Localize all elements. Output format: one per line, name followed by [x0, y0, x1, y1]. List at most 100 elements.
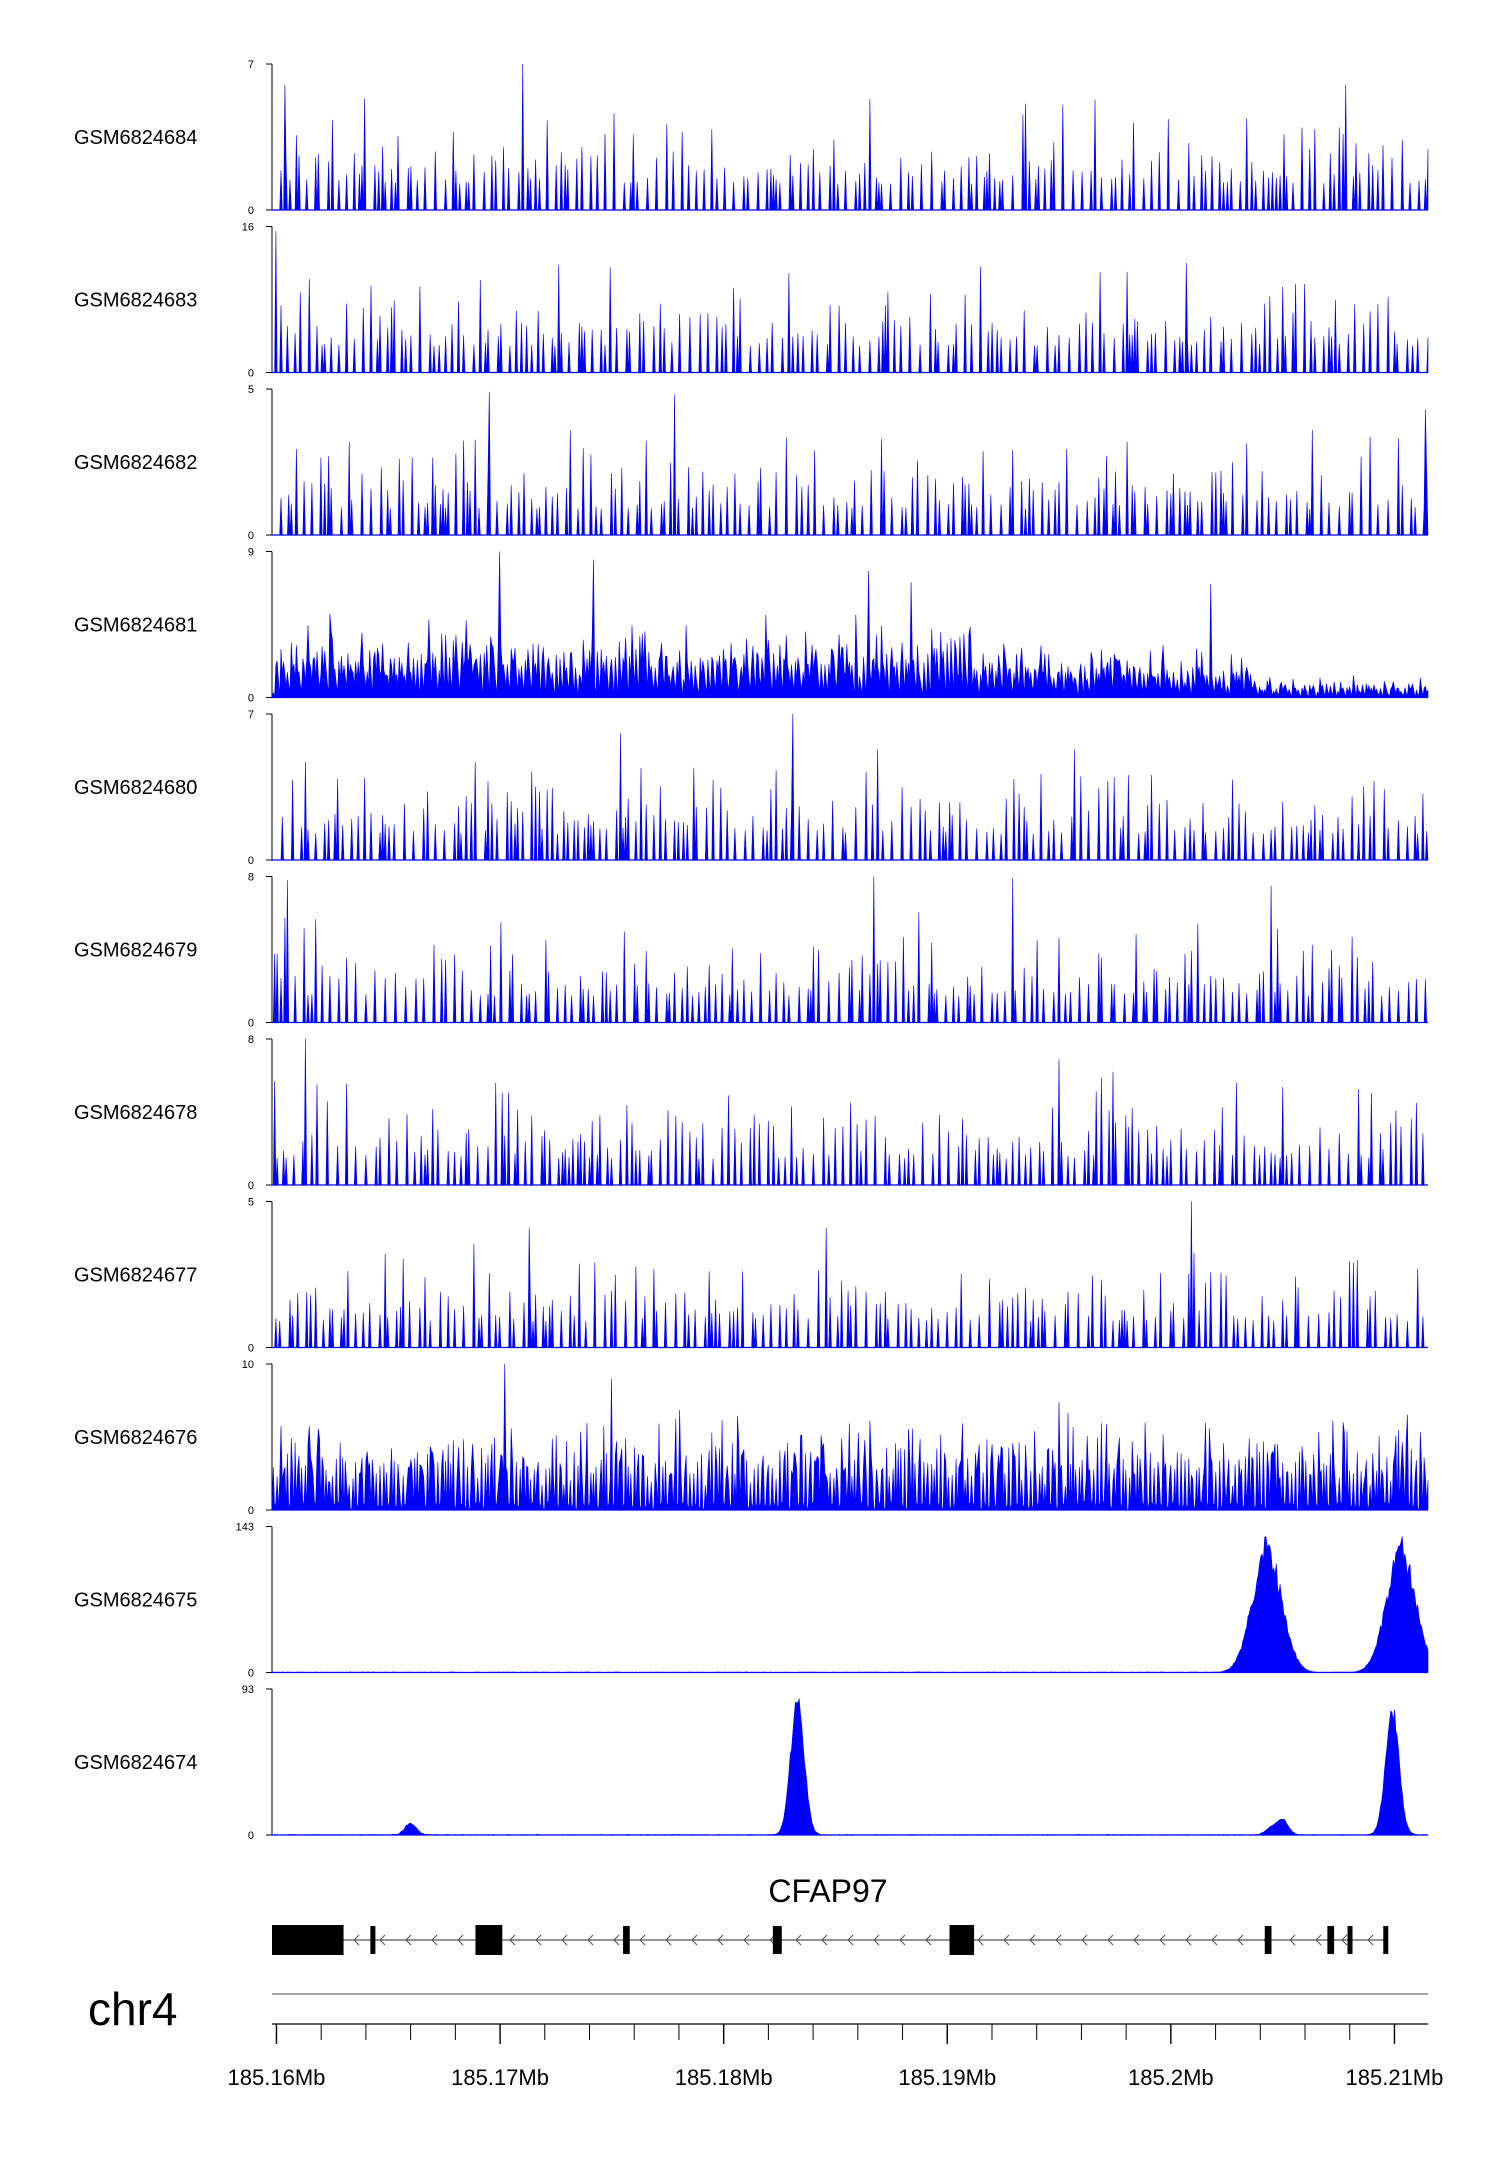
y-axis-max-label: 10 [242, 1359, 254, 1371]
gene-exon [272, 1925, 344, 1955]
strand-arrow [873, 1934, 880, 1946]
track-GSM6824683: GSM6824683 16 0 [74, 222, 1429, 380]
track-label: GSM6824681 [74, 615, 197, 637]
strand-arrow [691, 1934, 698, 1946]
track-GSM6824676: GSM6824676 10 0 [74, 1359, 1429, 1517]
track-GSM6824684: GSM6824684 7 0 [74, 59, 1429, 217]
y-axis-max-label: 9 [248, 547, 254, 559]
strand-arrow [457, 1934, 464, 1946]
y-axis-max-label: 8 [248, 872, 254, 884]
strand-arrow [665, 1934, 672, 1946]
strand-arrow [405, 1934, 412, 1946]
strand-arrow [1029, 1934, 1036, 1946]
track-GSM6824677: GSM6824677 5 0 [74, 1197, 1428, 1355]
strand-arrow [535, 1934, 542, 1946]
x-axis-tick-label: 185.21Mb [1346, 2065, 1444, 2090]
coverage-area [271, 1363, 1429, 1511]
track-label: GSM6824680 [74, 777, 197, 799]
strand-arrow [925, 1934, 932, 1946]
coverage-area [271, 551, 1429, 698]
track-GSM6824681: GSM6824681 9 0 [74, 547, 1429, 705]
coverage-area [271, 1536, 1429, 1673]
x-axis-tick-label: 185.19Mb [898, 2065, 996, 2090]
strand-arrow [431, 1934, 438, 1946]
strand-arrow [561, 1934, 568, 1946]
track-label: GSM6824675 [74, 1590, 197, 1612]
gene-exon [1347, 1926, 1353, 1954]
strand-arrow [1367, 1934, 1374, 1946]
strand-arrow [717, 1934, 724, 1946]
track-label: GSM6824684 [74, 127, 197, 149]
gene-exon [772, 1926, 782, 1954]
chromosome-label: chr4 [88, 1983, 177, 2035]
track-GSM6824674: GSM6824674 93 0 [74, 1684, 1429, 1842]
gene-exon [1264, 1926, 1272, 1954]
strand-arrow [899, 1934, 906, 1946]
y-axis-min-label: 0 [248, 1018, 254, 1030]
strand-arrow [613, 1934, 620, 1946]
track-GSM6824680: GSM6824680 7 0 [74, 709, 1429, 867]
y-axis-min-label: 0 [248, 693, 254, 705]
strand-arrow [639, 1934, 646, 1946]
track-label: GSM6824676 [74, 1427, 197, 1449]
track-label: GSM6824682 [74, 452, 197, 474]
y-axis-min-label: 0 [248, 368, 254, 380]
strand-arrow [1185, 1934, 1192, 1946]
coverage-area [272, 876, 1428, 1023]
strand-arrow [847, 1934, 854, 1946]
gene-exon [1327, 1926, 1335, 1954]
gene-exon [370, 1926, 376, 1954]
track-label: GSM6824683 [74, 290, 197, 312]
strand-arrow [1133, 1934, 1140, 1946]
strand-arrow [821, 1934, 828, 1946]
gene-exon [475, 1925, 503, 1955]
y-axis-max-label: 143 [236, 1522, 254, 1534]
strand-arrow [353, 1934, 360, 1946]
y-axis-max-label: 5 [248, 384, 254, 396]
strand-arrow [977, 1934, 984, 1946]
y-axis-min-label: 0 [248, 205, 254, 217]
y-axis-max-label: 93 [242, 1684, 254, 1696]
strand-arrow [1107, 1934, 1114, 1946]
y-axis-min-label: 0 [248, 530, 254, 542]
strand-arrow [1211, 1934, 1218, 1946]
track-GSM6824679: GSM6824679 8 0 [74, 872, 1428, 1030]
strand-arrow [795, 1934, 802, 1946]
coverage-area [272, 1038, 1428, 1186]
coverage-area [272, 1201, 1428, 1348]
x-axis-tick-label: 185.2Mb [1128, 2065, 1214, 2090]
y-axis-min-label: 0 [248, 1830, 254, 1842]
y-axis-max-label: 7 [248, 709, 254, 721]
y-axis-min-label: 0 [248, 1505, 254, 1517]
gene-exon [623, 1926, 630, 1954]
strand-arrow [1237, 1934, 1244, 1946]
track-label: GSM6824678 [74, 1102, 197, 1124]
genome-axis: chr4 185.16Mb 185.17Mb 185.18Mb 185.19Mb 185… [88, 1983, 1443, 2090]
track-label: GSM6824677 [74, 1265, 197, 1287]
strand-arrow [1003, 1934, 1010, 1946]
coverage-area [271, 1697, 1429, 1836]
y-axis-max-label: 7 [248, 59, 254, 71]
track-GSM6824678: GSM6824678 8 0 [74, 1034, 1428, 1192]
strand-arrow [509, 1934, 516, 1946]
strand-arrow [379, 1934, 386, 1946]
gene-exon [949, 1925, 975, 1955]
strand-arrow [587, 1934, 594, 1946]
track-GSM6824675: GSM6824675 143 0 [74, 1522, 1429, 1680]
strand-arrow [1055, 1934, 1062, 1946]
strand-arrow [1289, 1934, 1296, 1946]
y-axis-max-label: 5 [248, 1197, 254, 1209]
y-axis-max-label: 8 [248, 1034, 254, 1046]
x-axis-tick-label: 185.17Mb [451, 2065, 549, 2090]
gene-exon [1383, 1926, 1389, 1954]
coverage-area [272, 391, 1429, 536]
y-axis-min-label: 0 [248, 1343, 254, 1355]
strand-arrow [1341, 1934, 1348, 1946]
strand-arrow [1315, 1934, 1322, 1946]
coverage-area [272, 231, 1429, 373]
x-axis-tick-label: 185.18Mb [675, 2065, 773, 2090]
y-axis-min-label: 0 [248, 855, 254, 867]
coverage-area [272, 713, 1429, 861]
strand-arrow [1081, 1934, 1088, 1946]
gene-model-cfap97: CFAP97 [272, 1873, 1389, 1955]
